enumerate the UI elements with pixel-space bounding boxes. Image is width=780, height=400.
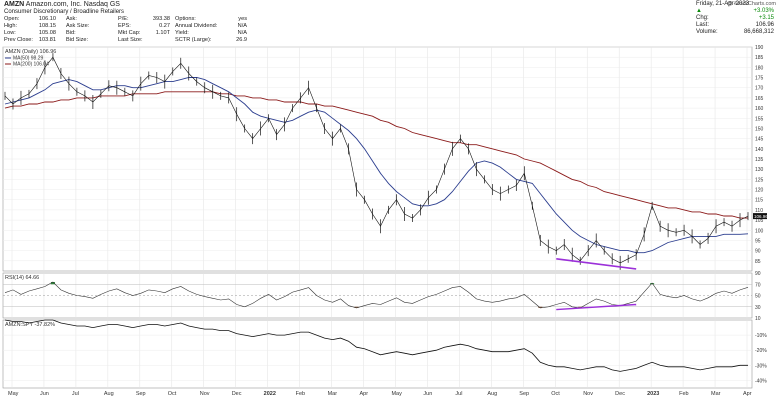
rel-month-label: Mar — [328, 391, 338, 397]
rsi-line — [4, 281, 749, 309]
rsi-tick-label: 70 — [755, 282, 761, 288]
price-tick-label: 190 — [755, 45, 764, 51]
exchange-name: Nasdaq GS — [83, 1, 120, 8]
rsi-oversold-fill — [538, 306, 543, 308]
price-tick-label: 85 — [755, 259, 761, 265]
price-tick-label: 100 — [755, 228, 764, 234]
relative-strength-panel: -10% -20% -30% -40% AMZN:SPY -37.82% May Jun Ju… — [2, 319, 767, 397]
quote-col-1: Open: 106.10 High: 108.15 Low: 105.08 Prev … — [4, 16, 56, 43]
price-summary: Friday, 21-Apr-2023 ▲ +3.03% Chg: +3.15 La… — [696, 1, 774, 35]
rel-month-label: Dec — [232, 391, 242, 397]
rel-month-label: Oct — [551, 391, 560, 397]
rel-tick-label: -10% — [755, 333, 767, 339]
sector-label: Consumer Discretionary / Broadline Retai… — [4, 9, 125, 15]
rel-month-label: Apr — [360, 391, 369, 397]
rel-month-label: Jun — [40, 391, 49, 397]
price-tick-label: 155 — [755, 116, 764, 122]
price-tick-label: 140 — [755, 147, 764, 153]
rsi-overbought-fill — [650, 283, 655, 285]
price-title: AMZN (Daily) 106.96 — [5, 49, 56, 55]
rsi-divergence-line — [556, 303, 637, 311]
rel-month-label: 2022 — [264, 391, 276, 397]
price-line — [4, 56, 749, 264]
rel-month-label: Nov — [200, 391, 210, 397]
rel-month-label: Apr — [743, 391, 752, 397]
price-tick-label: 115 — [755, 198, 763, 204]
quote-col-2: Ask: Ask Size: Bid: Bid Size: — [66, 16, 90, 43]
rel-tick-label: -20% — [755, 348, 767, 354]
rel-tick-label: -30% — [755, 363, 767, 369]
rsi-overbought-fill — [50, 282, 55, 285]
price-tick-label: 165 — [755, 96, 764, 102]
rel-month-label: Aug — [104, 391, 114, 397]
chart-date: Friday, 21-Apr-2023 — [696, 1, 749, 7]
rel-tick-label: -40% — [755, 378, 767, 384]
rel-month-label: Sep — [136, 391, 146, 397]
quote-col-3: P/E: 393.38 EPS: 0.27 Mkt Cap: 1.10T Last S… — [118, 16, 170, 43]
rsi-tick-label: 30 — [755, 305, 761, 311]
company-name: Amazon.com, Inc. — [25, 1, 82, 8]
price-tick-label: 105 — [755, 218, 764, 224]
last-price: 106.96 — [755, 22, 774, 28]
rel-month-label: Jul — [72, 391, 79, 397]
rsi-title: RSI(14) 64.66 — [5, 275, 39, 281]
rel-month-label: Oct — [168, 391, 177, 397]
rsi-oversold-fill — [578, 306, 583, 308]
price-tick-label: 160 — [755, 106, 764, 112]
price-tick-label: 90 — [755, 249, 761, 255]
ma50-legend-label: MA(50) 98.29 — [13, 56, 44, 62]
stockcharts-logo: @ StockCharts.com — [727, 1, 776, 7]
rel-month-label: Jul — [455, 391, 462, 397]
ma200-line — [4, 91, 749, 219]
rsi-tick-label: 50 — [755, 294, 761, 300]
price-tick-label: 180 — [755, 65, 764, 71]
price-tick-label: 135 — [755, 157, 764, 163]
price-tick-label: 130 — [755, 167, 764, 173]
chart-header: AMZN Amazon.com, Inc. Nasdaq GS @ StockC… — [0, 0, 780, 46]
price-tick-label: 145 — [755, 137, 764, 143]
rel-month-label: Jun — [423, 391, 432, 397]
last-price-marker-text: 106.96 — [754, 214, 768, 219]
rel-month-label: Feb — [296, 391, 305, 397]
rsi-oversold-fill — [354, 306, 359, 308]
price-panel: 85 90 95 100 105 110 115 120 125 130 135 140 145 150 1… — [2, 45, 768, 280]
price-tick-label: 110 — [755, 208, 763, 214]
price-tick-label: 175 — [755, 76, 764, 82]
change-percent: +3.03% — [753, 8, 774, 14]
rel-month-label: Sep — [519, 391, 529, 397]
rel-month-label: Aug — [487, 391, 497, 397]
price-tick-label: 95 — [755, 238, 761, 244]
up-arrow-icon: ▲ — [696, 8, 702, 14]
rsi-panel: 10 30 50 70 90 RSI(14) 64.66 — [2, 271, 761, 322]
rel-month-label: May — [8, 391, 19, 397]
quote-col-4: Options: yes Annual Dividend: N/A Yield: N/… — [175, 16, 247, 43]
rel-title: AMZN:SPY -37.82% — [5, 322, 55, 328]
rel-month-label: Mar — [711, 391, 721, 397]
ticker-symbol: AMZN — [4, 1, 25, 8]
ma50-line — [4, 77, 749, 254]
change-value: +3.15 — [758, 15, 774, 21]
volume-value: 86,668,312 — [743, 29, 774, 35]
price-tick-label: 185 — [755, 55, 764, 61]
price-tick-label: 120 — [755, 188, 764, 194]
rel-month-label: 2023 — [647, 391, 659, 397]
ma200-legend-label: MA(200) 106.04 — [13, 62, 49, 68]
ticker-line: AMZN Amazon.com, Inc. Nasdaq GS — [4, 1, 120, 8]
rel-month-label: Dec — [615, 391, 625, 397]
price-tick-label: 150 — [755, 126, 764, 132]
relative-line — [4, 319, 748, 372]
rel-month-label: Nov — [583, 391, 593, 397]
rsi-tick-label: 90 — [755, 271, 761, 277]
rel-month-label: May — [391, 391, 402, 397]
divergence-line — [556, 257, 637, 270]
price-tick-label: 125 — [755, 177, 764, 183]
last-price-marker — [753, 213, 767, 220]
rsi-tick-label: 10 — [755, 316, 761, 322]
price-tick-label: 170 — [755, 86, 764, 92]
rel-month-label: Feb — [679, 391, 688, 397]
